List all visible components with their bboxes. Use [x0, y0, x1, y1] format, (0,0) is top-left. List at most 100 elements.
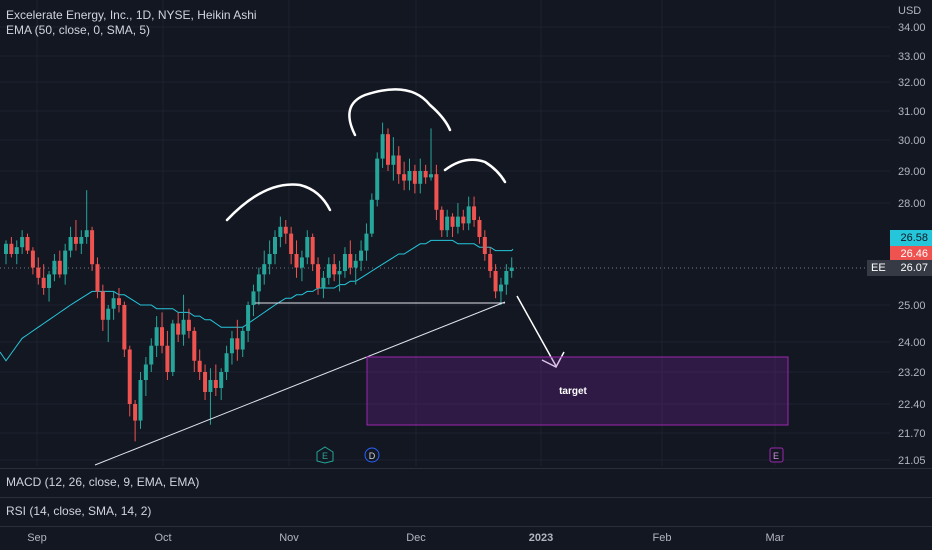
candle — [369, 193, 374, 237]
candle — [52, 254, 57, 282]
symbol-tag: EE — [867, 260, 890, 276]
candle — [472, 196, 477, 227]
candle — [305, 230, 310, 265]
candle — [423, 164, 428, 184]
candle — [348, 240, 353, 275]
candle — [246, 301, 251, 342]
target-label: target — [559, 386, 587, 397]
candle — [192, 327, 197, 372]
head-drawing[interactable] — [348, 88, 452, 137]
candle — [4, 240, 8, 265]
time-axis[interactable]: Sep Oct Nov Dec 2023 Feb Mar — [27, 532, 785, 544]
candle — [219, 368, 224, 400]
svg-text:D: D — [369, 451, 376, 461]
candle — [127, 345, 132, 417]
candle — [256, 267, 261, 305]
price-tick-label: 31.00 — [898, 106, 926, 118]
earnings-icon[interactable]: E — [316, 446, 334, 464]
pane-divider[interactable] — [0, 526, 932, 527]
candle — [47, 271, 52, 302]
macd-pane-label[interactable]: MACD (12, 26, close, 9, EMA, EMA) — [6, 475, 200, 489]
price-tick-label: 34.00 — [898, 22, 926, 34]
target-box[interactable] — [366, 356, 789, 426]
candle — [418, 158, 423, 194]
pane-divider[interactable] — [0, 497, 932, 498]
candle — [278, 216, 283, 248]
dividend-icon[interactable]: D — [364, 447, 380, 463]
candle — [133, 400, 138, 442]
candle — [100, 284, 105, 331]
price-tick-label: 28.00 — [898, 198, 926, 210]
candle — [14, 240, 19, 265]
candle — [466, 196, 471, 231]
earnings-future-icon[interactable]: E — [769, 447, 784, 463]
svg-text:E: E — [322, 451, 328, 461]
candle — [380, 122, 385, 168]
price-tick-label: 25.00 — [898, 300, 926, 312]
candle — [316, 257, 321, 295]
candle — [149, 338, 154, 372]
candle — [294, 240, 299, 278]
ema-line — [0, 239, 514, 362]
candle — [106, 305, 111, 342]
candles-layer — [4, 122, 514, 442]
chart-title: Excelerate Energy, Inc., 1D, NYSE, Heiki… — [6, 8, 257, 22]
price-tick-label: 21.05 — [898, 455, 926, 467]
candle — [429, 128, 434, 181]
candle — [283, 220, 288, 244]
candle — [375, 152, 380, 207]
price-axis[interactable]: 34.00 33.00 32.00 31.00 30.00 29.00 28.00 25.00… — [898, 5, 926, 467]
candle — [321, 271, 326, 299]
price-tick-label: 22.40 — [898, 399, 926, 411]
candle — [143, 357, 148, 396]
candle — [251, 284, 256, 317]
candle — [68, 226, 73, 258]
right-shoulder-drawing[interactable] — [443, 158, 507, 184]
candle — [154, 316, 159, 357]
candle — [224, 345, 229, 380]
candle — [122, 301, 127, 357]
price-tick-label: 30.00 — [898, 135, 926, 147]
candle — [197, 349, 202, 380]
candle — [116, 288, 121, 313]
candle — [273, 230, 277, 265]
candle — [332, 254, 337, 282]
candle — [176, 312, 181, 342]
time-tick-label: Mar — [766, 532, 785, 544]
candle — [95, 257, 100, 299]
ema-polyline — [0, 239, 514, 362]
left-shoulder-drawing[interactable] — [225, 183, 332, 222]
candle — [337, 260, 342, 292]
time-tick-label: Dec — [406, 532, 426, 544]
currency-label: USD — [898, 5, 921, 17]
open-price-tag: 26.46 — [890, 246, 932, 262]
candle — [262, 250, 267, 285]
target-arrow-drawing[interactable] — [516, 295, 557, 367]
candle — [445, 209, 450, 237]
candle — [299, 250, 304, 282]
ema-legend[interactable]: EMA (50, close, 0, SMA, 5) — [6, 23, 151, 37]
candle — [504, 264, 509, 295]
candle — [235, 319, 240, 361]
candle — [493, 264, 498, 299]
candle — [326, 257, 331, 285]
candle — [407, 158, 412, 191]
candle — [165, 330, 170, 380]
pane-divider[interactable] — [0, 468, 932, 469]
candle — [25, 233, 30, 254]
price-tick-label: 23.20 — [898, 367, 926, 379]
candle — [385, 128, 390, 171]
candle — [477, 216, 482, 244]
candle — [353, 254, 358, 285]
candle — [138, 372, 143, 429]
trendline-drawing[interactable] — [94, 301, 506, 466]
time-tick-label: Sep — [27, 532, 47, 544]
candle — [9, 237, 14, 258]
candle — [364, 223, 369, 261]
rsi-pane-label[interactable]: RSI (14, close, SMA, 14, 2) — [6, 504, 152, 518]
candle — [450, 213, 455, 237]
candle — [20, 230, 25, 254]
candle — [461, 209, 466, 231]
candle — [160, 312, 165, 354]
